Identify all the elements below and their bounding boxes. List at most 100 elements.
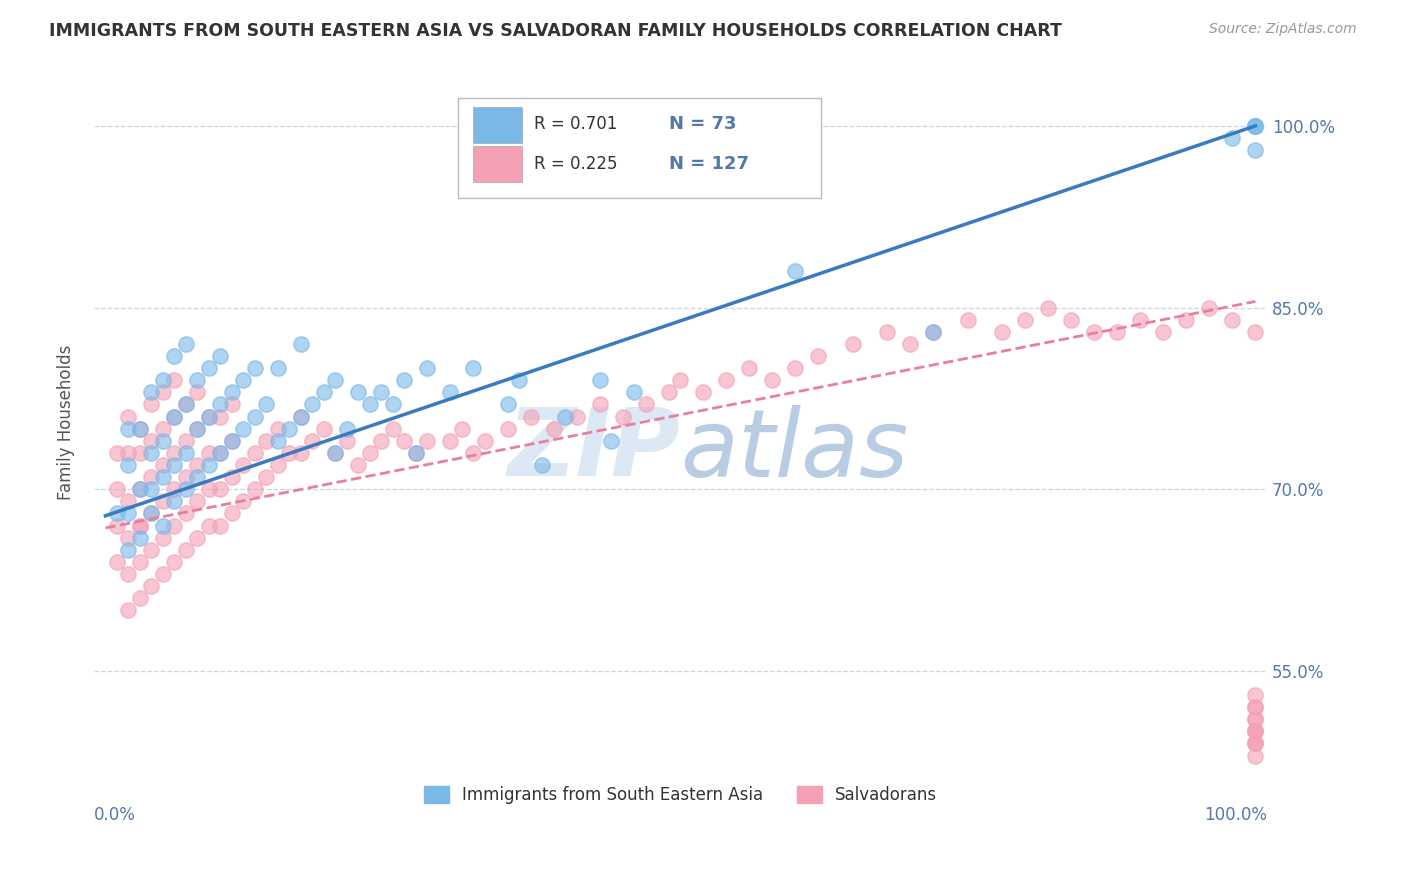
Point <box>325 373 347 387</box>
Point <box>254 470 277 484</box>
Text: 100.0%: 100.0% <box>1204 805 1267 823</box>
Point <box>186 494 208 508</box>
Point <box>232 373 254 387</box>
Point <box>129 422 152 436</box>
Point <box>105 518 128 533</box>
Point <box>1175 312 1198 326</box>
Point <box>439 434 461 448</box>
Point <box>254 397 277 411</box>
Point <box>1244 688 1267 702</box>
Point <box>117 422 139 436</box>
Point <box>152 434 174 448</box>
Point <box>105 482 128 496</box>
Point <box>129 555 152 569</box>
Point <box>152 494 174 508</box>
Point <box>658 385 681 400</box>
Point <box>876 325 898 339</box>
Point <box>1244 325 1267 339</box>
Point <box>209 409 232 424</box>
Point <box>716 373 738 387</box>
Point <box>623 385 645 400</box>
Point <box>117 458 139 472</box>
Point <box>416 361 439 376</box>
Point <box>761 373 783 387</box>
Point <box>290 409 312 424</box>
Point <box>129 482 152 496</box>
Point <box>152 518 174 533</box>
Point <box>1244 737 1267 751</box>
Point <box>186 470 208 484</box>
Point <box>278 446 301 460</box>
Point <box>900 336 922 351</box>
Point <box>129 518 152 533</box>
Point <box>463 361 485 376</box>
Point <box>221 434 243 448</box>
Point <box>163 518 186 533</box>
Point <box>634 397 657 411</box>
Point <box>1244 119 1267 133</box>
Point <box>1129 312 1152 326</box>
Point <box>1244 724 1267 739</box>
Point <box>174 507 197 521</box>
Point <box>174 397 197 411</box>
Point <box>186 373 208 387</box>
Point <box>152 385 174 400</box>
Point <box>209 397 232 411</box>
Point <box>174 434 197 448</box>
Point <box>381 397 404 411</box>
Point <box>463 446 485 460</box>
Point <box>163 373 186 387</box>
Point <box>117 531 139 545</box>
Point <box>267 434 290 448</box>
Point <box>163 482 186 496</box>
Point <box>129 518 152 533</box>
Point <box>117 494 139 508</box>
Point <box>1244 712 1267 726</box>
Point <box>141 385 163 400</box>
Point <box>163 458 186 472</box>
Point <box>243 361 266 376</box>
Point <box>163 409 186 424</box>
Point <box>589 397 612 411</box>
Point <box>370 385 392 400</box>
Point <box>1244 737 1267 751</box>
Point <box>174 470 197 484</box>
Point <box>209 349 232 363</box>
Point <box>312 422 335 436</box>
Point <box>198 361 221 376</box>
Point <box>669 373 692 387</box>
Text: Source: ZipAtlas.com: Source: ZipAtlas.com <box>1209 22 1357 37</box>
Point <box>520 409 543 424</box>
Point <box>163 555 186 569</box>
Point <box>105 507 128 521</box>
Point <box>543 422 565 436</box>
Point <box>922 325 945 339</box>
Point <box>381 422 404 436</box>
Point <box>174 397 197 411</box>
Point <box>394 373 416 387</box>
Point <box>117 603 139 617</box>
Point <box>141 434 163 448</box>
Point <box>600 434 623 448</box>
Point <box>232 458 254 472</box>
Text: R = 0.701: R = 0.701 <box>534 115 617 134</box>
Point <box>141 579 163 593</box>
Point <box>394 434 416 448</box>
Point <box>1222 131 1244 145</box>
Point <box>416 434 439 448</box>
Point <box>163 446 186 460</box>
Point <box>221 470 243 484</box>
Point <box>174 446 197 460</box>
Point <box>198 409 221 424</box>
Point <box>336 422 359 436</box>
Point <box>141 446 163 460</box>
Point <box>405 446 427 460</box>
Point <box>129 482 152 496</box>
Point <box>1060 312 1083 326</box>
Point <box>174 482 197 496</box>
Text: 0.0%: 0.0% <box>94 805 136 823</box>
Point <box>278 422 301 436</box>
Point <box>290 336 312 351</box>
Point <box>1014 312 1036 326</box>
Point <box>186 531 208 545</box>
